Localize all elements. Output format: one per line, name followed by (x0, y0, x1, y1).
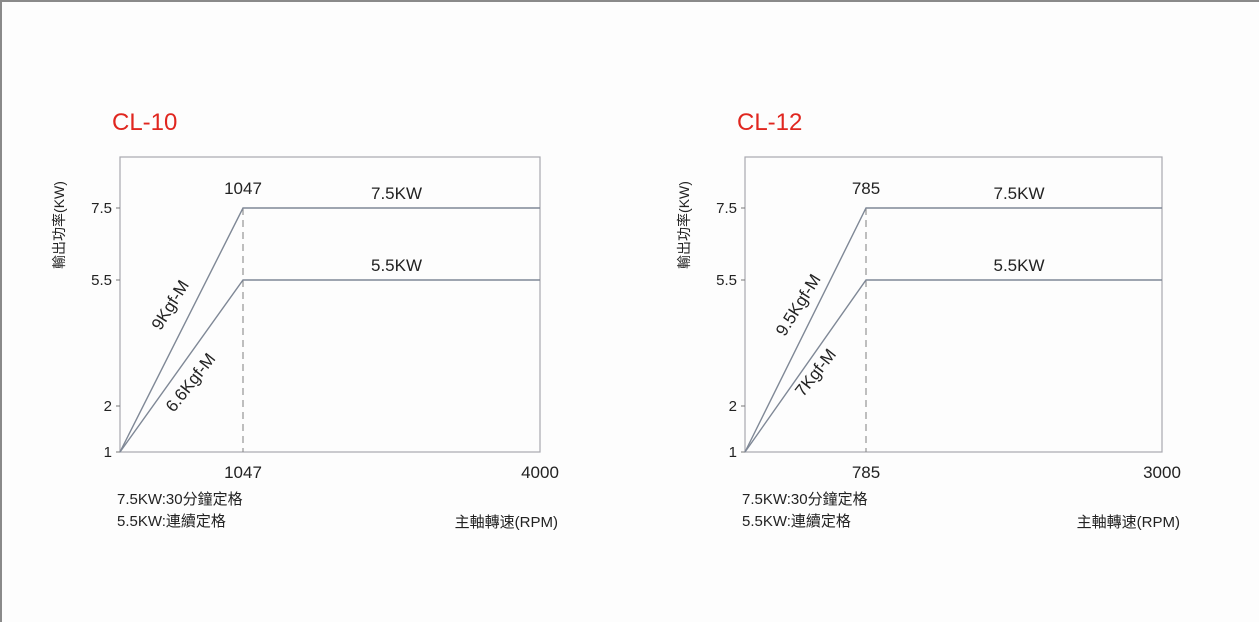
x-tick-label: 3000 (1143, 463, 1181, 482)
slope-label: 9.5Kgf-M (772, 271, 825, 340)
series-label: 5.5KW (371, 256, 422, 275)
chart-cl-10: CL-10 1 2 5.5 7.5 輸出功率(KW) 7.5KW 5.5KW 9Kgf-M 6.6… (51, 109, 559, 531)
chart-title: CL-10 (112, 109, 177, 136)
x-axis-label: 主軸轉速(RPM) (1077, 514, 1180, 531)
x-tick-label: 785 (852, 463, 880, 482)
chart-title: CL-12 (737, 109, 802, 136)
x-tick-label: 4000 (521, 463, 559, 482)
y-tick-label: 5.5 (91, 272, 112, 289)
series-label: 5.5KW (993, 256, 1044, 275)
knee-value-label: 785 (852, 179, 880, 198)
y-axis-label: 輸出功率(KW) (676, 181, 692, 269)
series-label: 7.5KW (371, 184, 422, 203)
series-line-7.5kw (744, 207, 1162, 453)
x-tick-label: 1047 (224, 463, 262, 482)
y-tick-label: 1 (104, 444, 112, 461)
knee-value-label: 1047 (224, 179, 262, 198)
rating-note: 5.5KW:連續定格 (742, 513, 851, 530)
y-axis-label: 輸出功率(KW) (51, 181, 67, 269)
series-label: 7.5KW (993, 184, 1044, 203)
rating-note: 7.5KW:30分鐘定格 (742, 491, 868, 508)
x-axis-label: 主軸轉速(RPM) (455, 514, 558, 531)
y-tick-label: 5.5 (716, 272, 737, 289)
slope-label: 6.6Kgf-M (162, 350, 219, 416)
slope-label: 9Kgf-M (148, 277, 193, 334)
y-tick-label: 2 (729, 398, 737, 415)
rating-note: 5.5KW:連續定格 (117, 513, 226, 530)
series-line-5.5kw (119, 279, 540, 453)
y-tick-label: 1 (729, 444, 737, 461)
slope-label: 7Kgf-M (791, 345, 840, 400)
rating-note: 7.5KW:30分鐘定格 (117, 491, 243, 508)
plot-area (744, 156, 1163, 453)
y-tick-label: 2 (104, 398, 112, 415)
y-tick-label: 7.5 (91, 200, 112, 217)
series-line-7.5kw (119, 207, 540, 453)
y-tick-label: 7.5 (716, 200, 737, 217)
series-line-5.5kw (744, 279, 1162, 453)
plot-area (119, 156, 541, 453)
